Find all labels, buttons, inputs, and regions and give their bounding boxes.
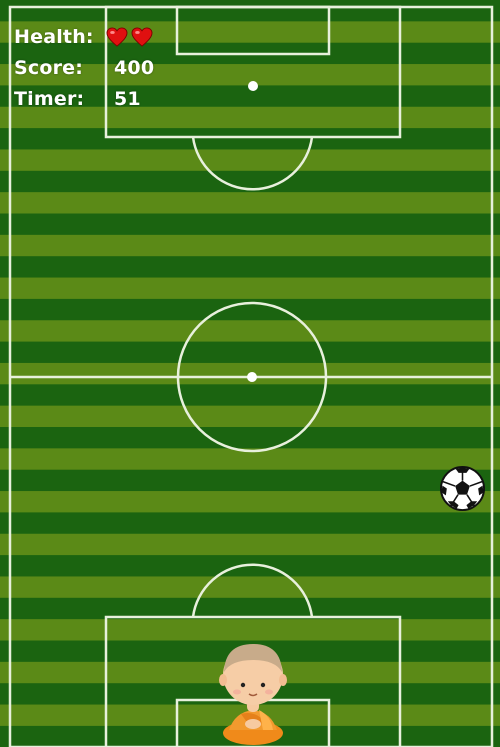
pitch-stripe (0, 192, 500, 214)
pitch-stripe (0, 533, 500, 556)
pitch-stripe (0, 64, 500, 86)
soccer-ball-icon[interactable] (439, 465, 486, 512)
pitch-stripe (0, 149, 500, 172)
health-label: Health: (14, 26, 94, 48)
pitch-stripe (0, 0, 500, 22)
pitch-stripe (0, 448, 500, 471)
health-display: Health: (14, 24, 153, 50)
score-value: 400 (114, 57, 155, 79)
pitch-stripe (0, 320, 500, 343)
center-spot (247, 372, 257, 382)
pitch-stripe (0, 469, 500, 492)
top-penalty-arc (191, 136, 314, 191)
pitch-stripe (0, 512, 500, 535)
pitch-stripe (0, 619, 500, 641)
bottom-penalty-box (104, 615, 402, 747)
heart-icon (131, 27, 153, 47)
top-goal-box (175, 5, 331, 56)
pitch-stripe (0, 256, 500, 279)
pitch-stripe (0, 384, 500, 407)
pitch-stripe (0, 234, 500, 257)
health-hearts (106, 27, 153, 47)
pitch-stripe (0, 106, 500, 129)
pitch-stripe (0, 341, 500, 364)
pitch-stripe (0, 298, 500, 321)
heart-icon (106, 27, 128, 47)
pitch-stripe (0, 128, 500, 150)
pitch-stripe (0, 213, 500, 236)
timer-value: 51 (114, 88, 141, 110)
monk-player-icon[interactable] (215, 630, 291, 747)
pitch-stripe (0, 576, 500, 599)
center-circle (176, 301, 328, 453)
pitch-stripe (0, 427, 500, 449)
score-label: Score: (14, 57, 84, 79)
timer-display: Timer: 51 (14, 86, 141, 112)
score-display: Score: 400 (14, 55, 154, 81)
bottom-penalty-arc (191, 563, 314, 618)
pitch-stripe (0, 597, 500, 620)
pitch-stripe (0, 405, 500, 428)
pitch-stripe (0, 170, 500, 193)
pitch-stripe (0, 277, 500, 300)
timer-label: Timer: (14, 88, 85, 110)
pitch-stripe (0, 85, 500, 108)
top-penalty-spot (248, 81, 258, 91)
pitch-stripe (0, 491, 500, 513)
